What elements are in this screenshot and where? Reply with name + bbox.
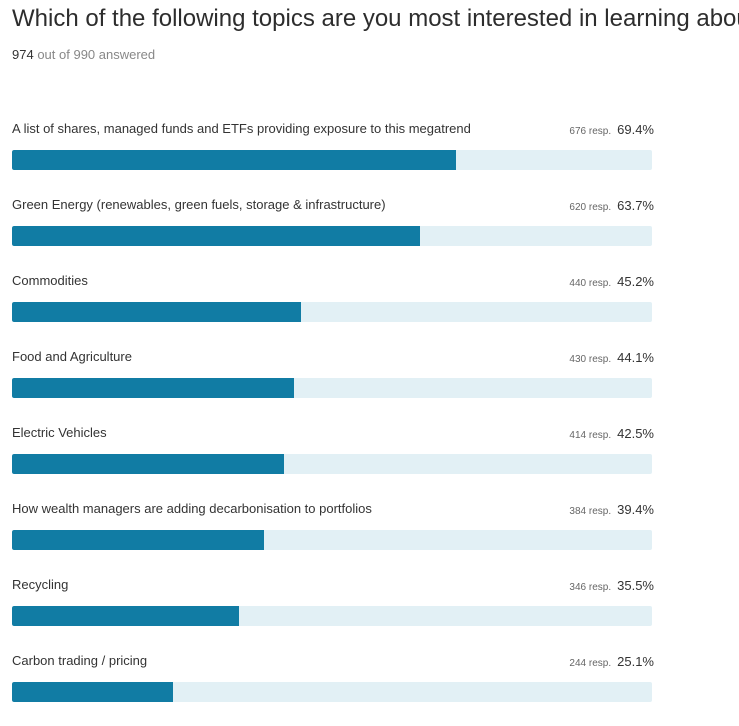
response-count: 346 resp. bbox=[569, 582, 612, 593]
bar-track bbox=[12, 378, 652, 398]
bar bbox=[12, 530, 265, 550]
percentage-label: 69.4% bbox=[617, 122, 654, 137]
bar bbox=[12, 226, 420, 246]
bar-track bbox=[12, 454, 652, 474]
percentage-label: 39.4% bbox=[617, 502, 654, 517]
percentage-label: 42.5% bbox=[617, 426, 654, 441]
category-label: A list of shares, managed funds and ETFs… bbox=[12, 121, 471, 136]
percentage-label: 45.2% bbox=[617, 274, 654, 289]
bar bbox=[12, 378, 295, 398]
answered-text: out of 990 answered bbox=[37, 47, 156, 62]
result-meta: 440 resp. 45.2% bbox=[569, 273, 654, 291]
response-count: 384 resp. bbox=[569, 506, 612, 517]
response-count: 414 resp. bbox=[569, 430, 612, 441]
response-count: 244 resp. bbox=[569, 658, 612, 669]
bar bbox=[12, 682, 173, 702]
category-label: Recycling bbox=[12, 577, 69, 592]
response-count: 430 resp. bbox=[569, 354, 612, 365]
bar-track bbox=[12, 226, 652, 246]
percentage-label: 44.1% bbox=[617, 350, 654, 365]
result-meta: 620 resp. 63.7% bbox=[569, 197, 654, 215]
response-count: 620 resp. bbox=[569, 202, 612, 213]
result-item: How wealth managers are adding decarboni… bbox=[12, 498, 654, 574]
percentage-label: 63.7% bbox=[617, 198, 654, 213]
bar bbox=[12, 454, 284, 474]
result-meta: 244 resp. 25.1% bbox=[569, 653, 654, 671]
result-item: Commodities 440 resp. 45.2% bbox=[12, 270, 654, 346]
result-item: Green Energy (renewables, green fuels, s… bbox=[12, 194, 654, 270]
category-label: Electric Vehicles bbox=[12, 425, 107, 440]
response-count: 440 resp. bbox=[569, 278, 612, 289]
response-count: 676 resp. bbox=[569, 126, 612, 137]
category-label: Green Energy (renewables, green fuels, s… bbox=[12, 197, 386, 212]
result-meta: 414 resp. 42.5% bbox=[569, 425, 654, 443]
percentage-label: 25.1% bbox=[617, 654, 654, 669]
bar bbox=[12, 150, 457, 170]
result-meta: 384 resp. 39.4% bbox=[569, 501, 654, 519]
bar-track bbox=[12, 150, 652, 170]
result-item: Recycling 346 resp. 35.5% bbox=[12, 574, 654, 650]
bar bbox=[12, 302, 302, 322]
result-meta: 430 resp. 44.1% bbox=[569, 349, 654, 367]
category-label: Carbon trading / pricing bbox=[12, 653, 148, 668]
bar-track bbox=[12, 530, 652, 550]
result-item: Food and Agriculture 430 resp. 44.1% bbox=[12, 346, 654, 422]
percentage-label: 35.5% bbox=[617, 578, 654, 593]
result-item: Carbon trading / pricing 244 resp. 25.1% bbox=[12, 650, 654, 726]
question-title: Which of the following topics are you mo… bbox=[12, 5, 739, 32]
result-item: A list of shares, managed funds and ETFs… bbox=[12, 118, 654, 194]
bar-track bbox=[12, 302, 652, 322]
bar-track bbox=[12, 606, 652, 626]
category-label: How wealth managers are adding decarboni… bbox=[12, 501, 372, 516]
result-meta: 346 resp. 35.5% bbox=[569, 577, 654, 595]
result-meta: 676 resp. 69.4% bbox=[569, 121, 654, 139]
answered-count: 974 bbox=[12, 47, 34, 62]
answered-summary: 974 out of 990 answered bbox=[12, 47, 155, 62]
category-label: Food and Agriculture bbox=[12, 349, 132, 364]
bar-track bbox=[12, 682, 652, 702]
bar bbox=[12, 606, 240, 626]
result-item: Electric Vehicles 414 resp. 42.5% bbox=[12, 422, 654, 498]
category-label: Commodities bbox=[12, 273, 88, 288]
results-list: A list of shares, managed funds and ETFs… bbox=[12, 118, 654, 726]
